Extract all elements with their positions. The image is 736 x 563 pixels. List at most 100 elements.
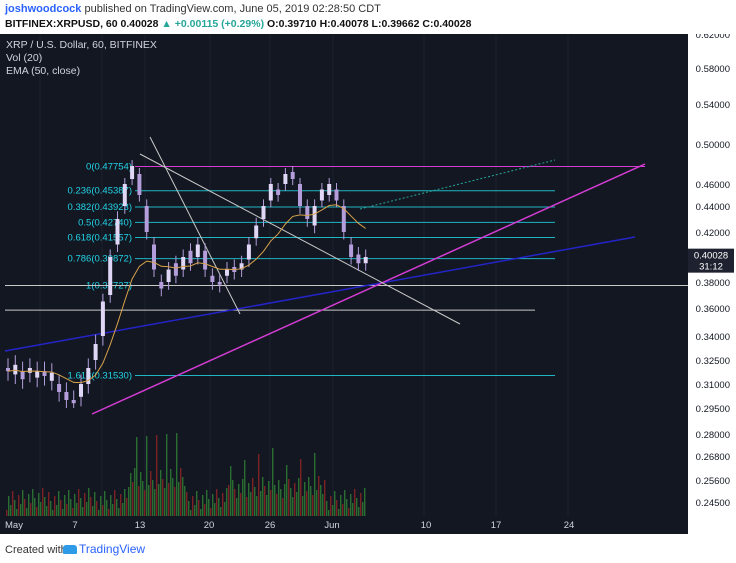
volume-bar	[234, 489, 236, 516]
price-tick-7: 0.38000	[696, 278, 730, 289]
volume-bar	[236, 498, 238, 516]
price-tick-14: 0.26800	[696, 452, 730, 463]
volume-bar	[184, 486, 186, 516]
volume-bar	[280, 489, 282, 516]
fib-label-7: 1.618(0.31530)	[68, 371, 132, 382]
volume-bar	[364, 488, 366, 516]
volume-bar	[28, 494, 30, 516]
volume-bar	[24, 499, 26, 516]
volume-bar	[22, 490, 24, 516]
volume-bar	[288, 479, 290, 516]
price-tick-16: 0.24500	[696, 498, 730, 509]
volume-bar	[318, 476, 320, 516]
time-axis[interactable]	[0, 516, 688, 534]
volume-bar	[122, 503, 124, 516]
open-value: 0.39710	[278, 18, 317, 30]
time-tick-2: 13	[135, 520, 146, 531]
candle-body	[20, 371, 25, 380]
price-chart[interactable]: 0(0.47754) 0.236(0.45387) 0.382(0.43923) 0.…	[0, 34, 736, 534]
volume-bar	[298, 478, 300, 516]
volume-bar	[240, 493, 242, 516]
volume-bar	[226, 488, 228, 516]
volume-bar	[228, 485, 230, 516]
candle-body	[268, 184, 273, 201]
volume-bar	[360, 493, 362, 516]
price-tick-1: 0.58000	[696, 64, 730, 75]
fib-label-5: 0.786(0.39872)	[68, 254, 132, 265]
volume-bar	[132, 482, 134, 516]
volume-bar	[56, 505, 58, 516]
grid-lines	[39, 34, 569, 516]
price-axis[interactable]	[688, 34, 736, 534]
chart-area[interactable]: 0(0.47754) 0.236(0.45387) 0.382(0.43923) 0.…	[0, 34, 736, 534]
candle-body	[79, 384, 83, 397]
price-tick-3: 0.50000	[696, 140, 730, 151]
volume-bar	[324, 480, 326, 516]
volume-bar	[344, 490, 346, 516]
volume-bar	[170, 469, 172, 516]
author-link[interactable]: joshwoodcock	[5, 3, 82, 15]
volume-bar	[272, 448, 274, 516]
volume-bar	[224, 502, 226, 516]
volume-bar	[16, 509, 18, 516]
tradingview-logo[interactable]: TradingView	[63, 542, 145, 556]
volume-bar	[242, 479, 244, 516]
volume-bar	[326, 501, 328, 516]
volume-bar	[332, 505, 334, 516]
volume-bar	[62, 509, 64, 516]
volume-bar	[104, 491, 106, 516]
volume-bar	[270, 490, 272, 516]
volume-bar	[322, 494, 324, 516]
volume-bar	[192, 496, 194, 516]
candle-body	[290, 172, 295, 179]
volume-bar	[262, 477, 264, 516]
fib-label-1: 0.236(0.45387)	[68, 186, 132, 197]
volume-bar	[212, 494, 214, 516]
volume-bar	[96, 501, 98, 516]
volume-bar	[20, 504, 22, 516]
candle-body	[312, 206, 317, 226]
volume-bar	[308, 477, 310, 516]
volume-bar	[18, 495, 20, 516]
volume-bar	[86, 502, 88, 516]
volume-bar	[26, 508, 28, 516]
volume-bar	[116, 499, 118, 516]
candle-body	[261, 206, 266, 219]
volume-bar	[152, 480, 154, 516]
ema-line	[7, 204, 366, 384]
candle-body	[363, 257, 368, 264]
volume-bar	[98, 510, 100, 516]
candle-body	[210, 275, 215, 282]
candle-body	[239, 263, 244, 270]
volume-bar	[356, 498, 358, 516]
candle-body	[203, 250, 208, 270]
volume-bar	[144, 490, 146, 516]
volume-bar	[250, 492, 252, 516]
legend-title: XRP / U.S. Dollar, 60, BITFINEX	[6, 39, 157, 51]
volume-bar	[124, 489, 126, 516]
volume-bar	[354, 489, 356, 516]
magenta-trendline	[91, 163, 646, 415]
volume-bar	[164, 488, 166, 516]
fib-label-2: 0.382(0.43923)	[68, 202, 132, 213]
fib-label-0: 0(0.47754)	[86, 161, 132, 172]
volume-bar	[260, 491, 262, 516]
volume-bar	[100, 496, 102, 516]
volume-bar	[162, 479, 164, 516]
open-label: O:	[267, 18, 279, 30]
volume-bar	[92, 506, 94, 516]
trendlines[interactable]	[4, 136, 646, 415]
volume-bar	[120, 494, 122, 516]
volume-bar	[82, 507, 84, 516]
price-change: +0.00115 (+0.29%)	[174, 18, 265, 30]
volume-bar	[154, 489, 156, 516]
candle-body	[130, 166, 135, 179]
steep-downtrend-line	[149, 136, 241, 315]
volume-bar	[218, 498, 220, 516]
time-tick-0: May	[5, 520, 23, 531]
volume-bar	[74, 494, 76, 516]
volume-bar	[90, 497, 92, 516]
publish-header: joshwoodcock published on TradingView.co…	[0, 0, 736, 34]
volume-bar	[312, 495, 314, 516]
volume-bar	[48, 492, 50, 516]
